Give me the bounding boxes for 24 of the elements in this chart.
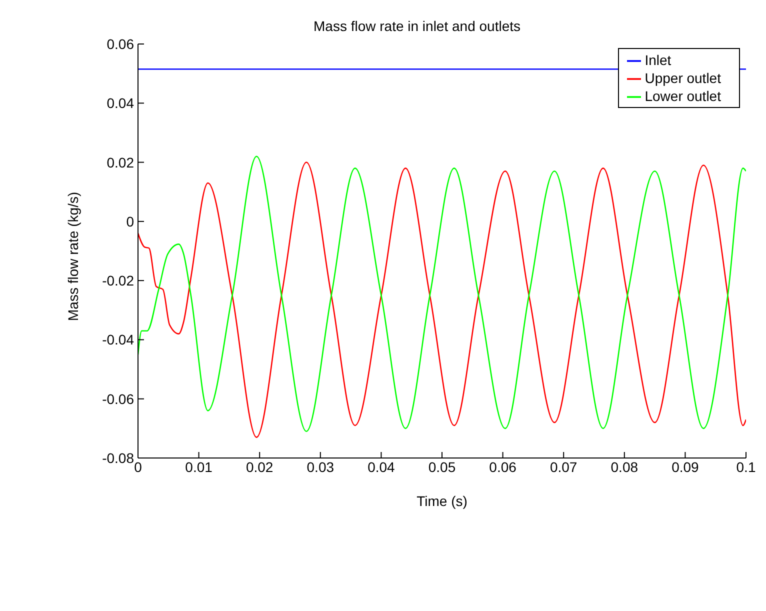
x-tick-label: 0.01 [185, 458, 213, 475]
chart-title: Mass flow rate in inlet and outlets [312, 18, 522, 34]
x-tick-label: 0.02 [246, 458, 274, 475]
y-tick-label: 0 [126, 213, 134, 230]
y-tick-label: 0.04 [106, 95, 134, 112]
legend-label: Upper outlet [644, 70, 721, 86]
x-tick-label: 0.03 [306, 458, 334, 475]
legend-label: Lower outlet [644, 88, 721, 104]
x-tick-label: 0.07 [550, 458, 578, 475]
y-tick-label: -0.04 [102, 332, 134, 348]
y-tick-label: -0.02 [102, 272, 134, 289]
x-tick-label: 0.05 [428, 458, 456, 475]
x-tick-label: 0.06 [489, 458, 517, 475]
x-tick-label: 0.09 [672, 458, 700, 475]
x-tick-label: 0.1 [736, 458, 756, 475]
legend-label: Inlet [644, 52, 672, 68]
y-tick-label: -0.06 [102, 390, 134, 407]
x-axis-title: Time (s) [416, 493, 468, 509]
x-tick-label: 0.08 [610, 458, 638, 475]
x-tick-label: 0.04 [368, 458, 396, 475]
y-axis-title: Mass flow rate (kg/s) [64, 192, 81, 321]
y-tick-label: 0.06 [106, 36, 134, 52]
y-tick-label: 0.02 [106, 154, 134, 170]
y-tick-label: -0.08 [102, 450, 134, 466]
